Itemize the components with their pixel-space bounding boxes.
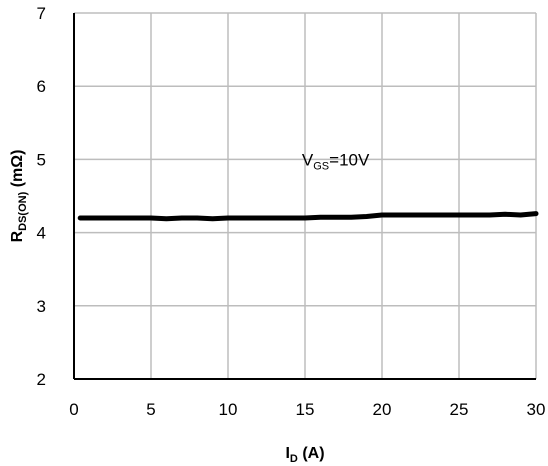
x-tick-label: 5 xyxy=(146,400,155,419)
x-tick-label: 20 xyxy=(373,400,392,419)
y-tick-label: 2 xyxy=(37,370,46,389)
x-tick-label: 10 xyxy=(219,400,238,419)
y-tick-labels: 2 3 4 5 6 7 xyxy=(37,4,46,389)
y-tick-label: 6 xyxy=(37,77,46,96)
y-tick-label: 7 xyxy=(37,4,46,23)
annotation-label: VGS=10V xyxy=(302,150,370,172)
x-tick-label: 25 xyxy=(450,400,469,419)
annotations: VGS=10V xyxy=(302,150,370,172)
y-tick-label: 5 xyxy=(37,150,46,169)
x-tick-labels: 0 5 10 15 20 25 30 xyxy=(69,400,545,419)
y-tick-label: 4 xyxy=(37,224,46,243)
series-line xyxy=(77,211,539,222)
y-axis-label: RDS(ON) (mΩ) xyxy=(9,150,29,243)
x-axis-label: ID (A) xyxy=(285,445,324,465)
grid-lines xyxy=(74,12,537,379)
axes xyxy=(73,13,536,380)
series-group xyxy=(77,211,539,222)
x-tick-label: 15 xyxy=(296,400,315,419)
x-tick-label: 0 xyxy=(69,400,78,419)
y-tick-label: 3 xyxy=(37,297,46,316)
x-tick-label: 30 xyxy=(527,400,546,419)
